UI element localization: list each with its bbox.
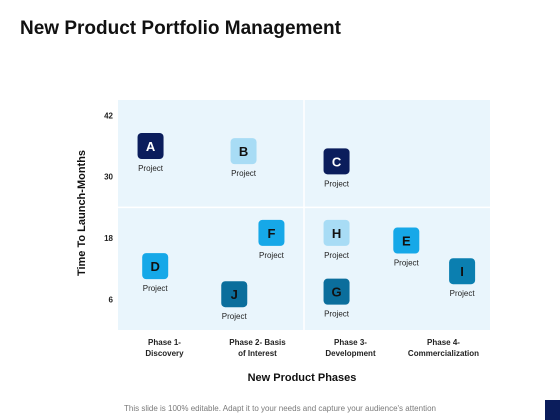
project-d-letter: D	[151, 259, 160, 274]
project-b-marker	[230, 138, 257, 165]
project-i-marker	[449, 258, 476, 285]
project-e-letter: E	[402, 234, 411, 249]
project-a-letter: A	[146, 139, 156, 154]
project-a-caption: Project	[138, 164, 164, 173]
x-category-label: Phase 3-Development	[325, 338, 376, 358]
project-f-marker	[258, 219, 285, 246]
project-f-caption: Project	[259, 251, 285, 260]
footer-note: This slide is 100% editable. Adapt it to…	[124, 404, 436, 413]
corner-accent	[545, 400, 560, 420]
project-h-caption: Project	[324, 251, 350, 260]
project-e-caption: Project	[394, 259, 420, 268]
x-category-label: Phase 1-Discovery	[145, 338, 184, 358]
project-g-letter: G	[331, 285, 341, 300]
project-h-letter: H	[332, 226, 341, 241]
project-d-caption: Project	[143, 284, 169, 293]
project-i-caption: Project	[450, 289, 476, 298]
project-c-marker	[323, 148, 350, 175]
project-j-letter: J	[231, 287, 238, 302]
y-tick-label: 6	[109, 295, 114, 304]
y-axis-title: Time To Launch-Months	[76, 150, 88, 276]
y-tick-label: 18	[104, 234, 113, 243]
project-e-marker	[393, 227, 420, 254]
project-j-marker	[221, 281, 248, 308]
y-tick-label: 42	[104, 111, 113, 120]
page-title: New Product Portfolio Management	[20, 18, 341, 39]
y-tick-label: 30	[104, 173, 113, 182]
project-a-marker	[137, 133, 164, 159]
project-c-letter: C	[332, 154, 342, 169]
project-i-letter: I	[460, 264, 464, 279]
x-category-label: Phase 2- Basis of Interest	[229, 338, 286, 358]
project-f-letter: F	[267, 226, 275, 241]
project-d-marker	[142, 253, 169, 280]
project-c-caption: Project	[324, 179, 350, 188]
x-axis-title: New Product Phases	[248, 372, 357, 384]
project-j-caption: Project	[222, 312, 248, 321]
project-g-marker	[323, 278, 350, 305]
x-category-label: Phase 4-Commercialization	[408, 338, 479, 358]
project-g-caption: Project	[324, 310, 350, 319]
project-b-caption: Project	[231, 169, 257, 178]
project-h-marker	[323, 219, 350, 246]
project-b-letter: B	[239, 144, 248, 159]
